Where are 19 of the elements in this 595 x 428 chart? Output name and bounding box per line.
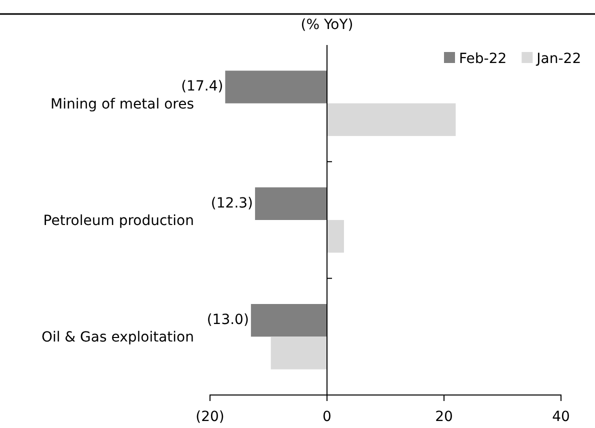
x-tick-label: 40 <box>552 408 570 425</box>
y-tick-label: Petroleum production <box>43 213 194 229</box>
x-tick-label: 0 <box>322 408 332 425</box>
data-label: (12.3) <box>210 195 254 212</box>
data-label: (17.4) <box>181 78 224 95</box>
bar <box>225 70 327 104</box>
legend-label: Jan-22 <box>536 51 582 67</box>
bar <box>327 220 344 253</box>
bar <box>250 304 327 337</box>
x-axis-title: (% YoY) <box>300 17 354 33</box>
legend-label: Feb-22 <box>459 51 507 67</box>
data-label: (13.0) <box>206 312 249 328</box>
bar <box>270 336 327 370</box>
bar <box>255 187 327 220</box>
bar <box>327 103 456 136</box>
x-tick-label: 20 <box>435 408 453 425</box>
y-tick-label: Mining of metal ores <box>50 96 194 112</box>
y-tick-label: Oil & Gas exploitation <box>41 330 194 346</box>
x-tick-label: (20) <box>196 408 224 425</box>
